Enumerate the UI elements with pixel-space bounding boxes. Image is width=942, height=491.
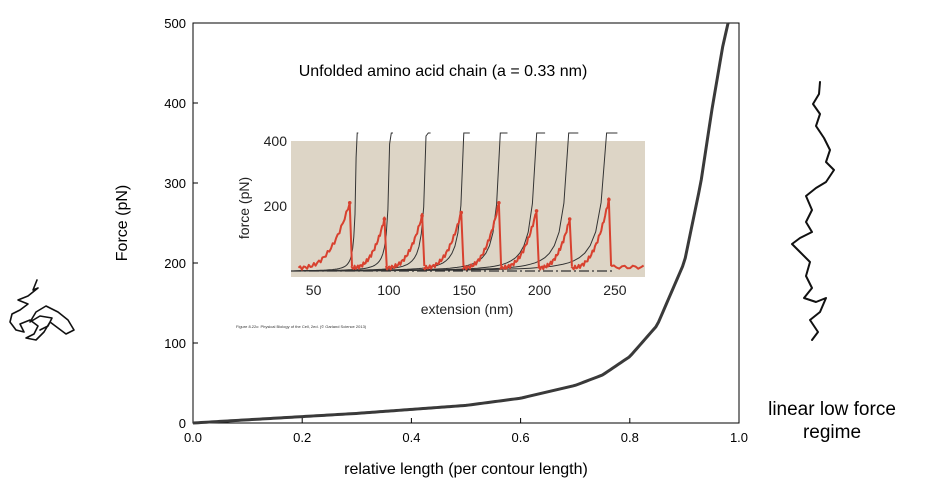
inset-peak-point xyxy=(534,209,539,213)
inset-peak-point xyxy=(382,217,387,221)
inset-data-trace xyxy=(422,211,465,271)
inset-peak-point xyxy=(497,200,501,205)
inset-figure: 50 100 150 200 250 200 400 extension (nm) forc… xyxy=(236,132,645,329)
inset-caption: Figure 8.22c: Physical Biology of the Ce… xyxy=(236,324,367,329)
x-tick-label: 0.8 xyxy=(621,430,639,445)
inset-x-tick-label: 200 xyxy=(528,282,552,298)
right-label-line2: regime xyxy=(802,422,862,443)
force-extension-curve xyxy=(192,22,730,425)
inset-peak-point xyxy=(607,197,611,202)
inset-data-trace xyxy=(297,202,353,271)
inset-data-tail xyxy=(610,264,645,270)
y-tick-label: 200 xyxy=(164,256,186,271)
inset-data-trace xyxy=(384,212,426,271)
extended-chain-icon xyxy=(791,81,835,341)
main-ticks: 0.0 0.2 0.4 0.6 0.8 1.0 0 100 200 300 400 500 xyxy=(164,16,748,445)
inset-x-tick-label: 50 xyxy=(306,282,322,298)
inset-plot-background xyxy=(291,141,645,277)
plot-frame xyxy=(192,22,740,424)
inset-y-tick-label: 400 xyxy=(264,133,288,149)
linear-low-force-label: linear low force regime xyxy=(742,398,922,444)
inset-data-trace xyxy=(537,218,573,271)
inset-data-trace xyxy=(570,197,613,271)
inset-peak-point xyxy=(567,217,572,221)
y-tick-label: 500 xyxy=(164,16,186,31)
inset-data-trace xyxy=(350,216,388,270)
x-tick-label: 0.2 xyxy=(293,430,311,445)
y-tick-label: 300 xyxy=(164,176,186,191)
inset-y-axis-label: force (pN) xyxy=(236,177,252,239)
inset-x-tick-label: 100 xyxy=(377,282,401,298)
inset-peak-point xyxy=(420,213,424,218)
inset-data-traces xyxy=(297,197,645,271)
inset-data-trace xyxy=(499,211,540,270)
y-tick-label: 400 xyxy=(164,96,186,111)
x-tick-label: 1.0 xyxy=(730,430,748,445)
y-tick-label: 100 xyxy=(164,336,186,351)
inset-peak-point xyxy=(347,200,352,205)
right-label-line1: linear low force xyxy=(768,399,896,420)
inset-ticks: 50 100 150 200 250 200 400 xyxy=(264,133,627,298)
inset-data-trace xyxy=(461,203,503,271)
x-tick-label: 0.4 xyxy=(402,430,420,445)
x-tick-label: 0.6 xyxy=(512,430,530,445)
inset-peak-point xyxy=(459,210,464,215)
inset-y-tick-label: 200 xyxy=(264,198,288,214)
inset-x-tick-label: 150 xyxy=(453,282,477,298)
x-tick-label: 0.0 xyxy=(184,430,202,445)
y-axis-label: Force (pN) xyxy=(114,185,131,261)
x-axis-label: relative length (per contour length) xyxy=(344,461,588,478)
y-tick-label: 0 xyxy=(179,416,186,431)
inset-x-axis-label: extension (nm) xyxy=(421,301,514,317)
coiled-chain-icon xyxy=(9,279,75,341)
chart-title: Unfolded amino acid chain (a = 0.33 nm) xyxy=(299,63,588,80)
inset-x-tick-label: 250 xyxy=(603,282,627,298)
